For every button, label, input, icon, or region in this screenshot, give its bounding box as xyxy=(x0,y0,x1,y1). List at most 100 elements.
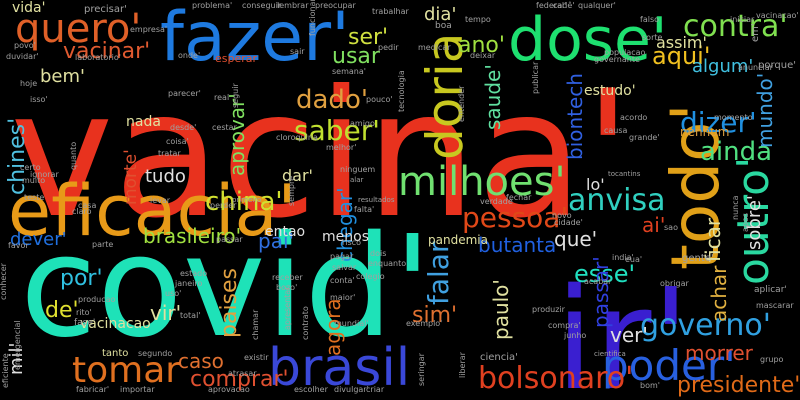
word-cloroquina: cloroquina xyxy=(276,133,318,142)
word-india: india' xyxy=(612,253,634,262)
word-tecnologia: tecnologia xyxy=(397,70,406,112)
word-passar: passar' xyxy=(589,256,613,328)
word-apos: apos xyxy=(741,213,750,232)
word-real: real xyxy=(214,93,229,102)
word-boa: boa xyxy=(435,21,452,31)
word-dia: dia' xyxy=(424,4,456,25)
word-brasil: brasil xyxy=(268,338,410,398)
word-produzir: produzir xyxy=(532,305,566,314)
word-esse: esse' xyxy=(574,260,635,288)
word-ignorar: ignorar xyxy=(30,170,59,179)
word-estudo: estudo' xyxy=(584,83,636,99)
word-isso: isso' xyxy=(30,95,48,104)
word-tomar: tomar xyxy=(72,350,180,391)
word-mundial: mundial' xyxy=(334,319,369,328)
word-falso: falso xyxy=(640,15,659,24)
word-lembrar: lembrar xyxy=(277,1,309,10)
word-assim: assim' xyxy=(656,33,707,52)
word-populacao: populacao xyxy=(604,48,646,57)
word-contrato: contrato xyxy=(301,306,310,340)
word-chamar: chamar xyxy=(251,309,260,340)
word-exemplo: exemplo' xyxy=(406,319,442,328)
word-esperar: esperar xyxy=(215,52,258,65)
word-presidente: presidente' xyxy=(677,373,800,398)
word-nada: nada xyxy=(126,114,161,130)
word-parecer: parecer' xyxy=(168,89,201,98)
word-fabricar: fabricar' xyxy=(76,385,109,394)
word-seguir: seguir xyxy=(231,83,240,108)
word-grupo: grupo xyxy=(760,355,784,364)
word-teste: teste xyxy=(24,193,44,202)
word-doria: doria xyxy=(416,33,474,160)
word-janeiro: janeiro xyxy=(174,279,202,288)
word-gente: gente' xyxy=(682,253,714,264)
word-enquanto: enquanto xyxy=(368,259,406,268)
word-sobre: sobre' xyxy=(744,195,765,250)
word-morte: morte' xyxy=(121,149,141,205)
word-novo: novo xyxy=(552,211,572,220)
word-cientifica: cientifica xyxy=(594,350,626,358)
word-fechar: fechar xyxy=(506,193,532,202)
word-laboratorio: laboratorio' xyxy=(75,53,121,62)
word-vacinacao: vacinacao' xyxy=(756,11,799,20)
word-eficiente: eficiente xyxy=(1,353,10,388)
word-onde: onde' xyxy=(178,51,200,60)
word-acordo: acordo xyxy=(620,113,647,122)
word-colegio: colegio xyxy=(356,272,385,281)
word-iniciar: iniciar xyxy=(730,15,755,24)
word-qualquer: qualquer' xyxy=(578,1,616,10)
word-ninguem: ninguem xyxy=(340,165,375,174)
word-uso: uso' xyxy=(165,289,181,298)
word-paises: paises xyxy=(217,268,242,338)
word-hoje: hoje xyxy=(20,79,37,88)
word-bem: bem' xyxy=(40,66,85,87)
word-mascarar: mascarar xyxy=(756,301,794,310)
word-desde: desde' xyxy=(170,123,196,132)
word-dose: dose' xyxy=(508,5,667,75)
word-povo: povo' xyxy=(14,41,36,50)
word-trabalhar: trabalhar xyxy=(372,7,410,16)
word-total: total' xyxy=(180,311,201,320)
word-certo: certo xyxy=(20,163,41,172)
word-producao: producao xyxy=(78,295,116,304)
word-junho: junho xyxy=(563,331,586,340)
word-vacinacao: vacinacao xyxy=(80,316,151,332)
word-criar: criar xyxy=(366,385,385,394)
word-emergencial: emergencial xyxy=(13,320,22,370)
word-vacina: vacina' xyxy=(10,54,632,257)
word-ainda: ainda xyxy=(700,137,772,167)
word-ai: ai' xyxy=(642,213,665,237)
word-por: por' xyxy=(60,266,103,291)
word-dever: dever' xyxy=(10,229,67,250)
word-atrasar: atrasar xyxy=(228,369,257,378)
word-menos: menos xyxy=(322,229,369,245)
word-coisa: coisa' xyxy=(166,137,189,146)
word-duvidar: duvidar' xyxy=(6,52,39,61)
word-seringar: seringar xyxy=(417,352,426,386)
word-saber: saber' xyxy=(294,114,380,147)
word-agora: agora xyxy=(321,298,345,356)
word-receber: receber xyxy=(272,273,303,282)
word-comprar: comprar' xyxy=(190,367,289,392)
word-mundo: mundo' xyxy=(753,73,777,148)
word-funcionar: funcionar xyxy=(308,0,317,36)
word-dois: dois xyxy=(370,249,386,258)
word-claro: claro xyxy=(72,207,92,216)
word-pai: pai' xyxy=(258,229,294,253)
word-em: em' xyxy=(750,23,761,42)
word-perder: perder xyxy=(210,201,237,210)
word-fase: fase' xyxy=(74,318,95,328)
word-anunciar: anunciar xyxy=(738,63,774,72)
word-existir: existir xyxy=(244,353,269,362)
word-eua: eua' xyxy=(625,255,642,264)
word-segundo: segundo xyxy=(138,349,172,358)
word-tempo: tempo xyxy=(465,15,491,24)
word-outro: outro' xyxy=(728,157,779,285)
word-cad: cadê' xyxy=(553,0,575,10)
word-chines: chines' xyxy=(5,118,30,195)
word-governo: governo' xyxy=(640,308,771,343)
word-governante: governante xyxy=(594,55,640,64)
word-grande: grande' xyxy=(629,133,660,142)
